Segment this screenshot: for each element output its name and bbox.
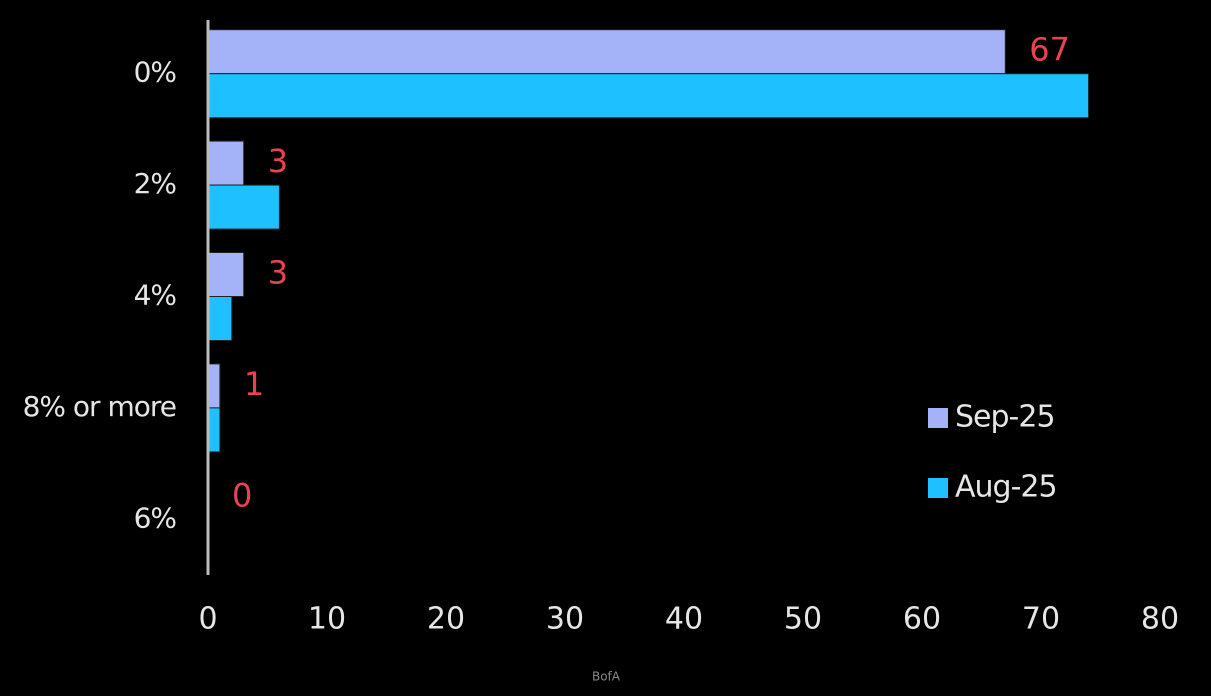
- x-tick-label: 20: [427, 602, 465, 637]
- bar: [207, 29, 1006, 75]
- data-label: 3: [268, 142, 288, 180]
- y-tick-label: 8% or more: [23, 390, 176, 423]
- legend-swatch: [928, 408, 948, 428]
- data-label: 3: [268, 254, 288, 292]
- source: BofA: [592, 670, 621, 684]
- legend-label: Aug-25: [955, 470, 1057, 505]
- bar: [207, 407, 221, 453]
- x-tick-label: 60: [903, 602, 941, 637]
- bar: [207, 252, 245, 297]
- legend-swatch: [928, 478, 948, 498]
- bar: [207, 184, 280, 230]
- y-tick-label: 4%: [134, 279, 177, 312]
- data-label: 1: [244, 365, 264, 403]
- x-tick-label: 10: [308, 602, 346, 637]
- data-label: 0: [232, 476, 252, 514]
- y-tick-label: 6%: [134, 501, 177, 534]
- x-tick-label: 0: [198, 602, 217, 637]
- y-tick-label: 0%: [134, 56, 177, 89]
- legend-label: Sep-25: [955, 400, 1055, 435]
- bar: [207, 73, 1090, 119]
- y-tick-label: 2%: [134, 167, 177, 200]
- x-tick-label: 50: [784, 602, 822, 637]
- data-label: 67: [1029, 31, 1070, 69]
- x-tick-label: 80: [1141, 602, 1179, 637]
- bar: [207, 296, 233, 341]
- x-tick-label: 30: [546, 602, 584, 637]
- bar: [207, 140, 245, 186]
- x-tick-label: 70: [1022, 602, 1060, 637]
- bar: [207, 363, 221, 409]
- x-tick-label: 40: [665, 602, 703, 637]
